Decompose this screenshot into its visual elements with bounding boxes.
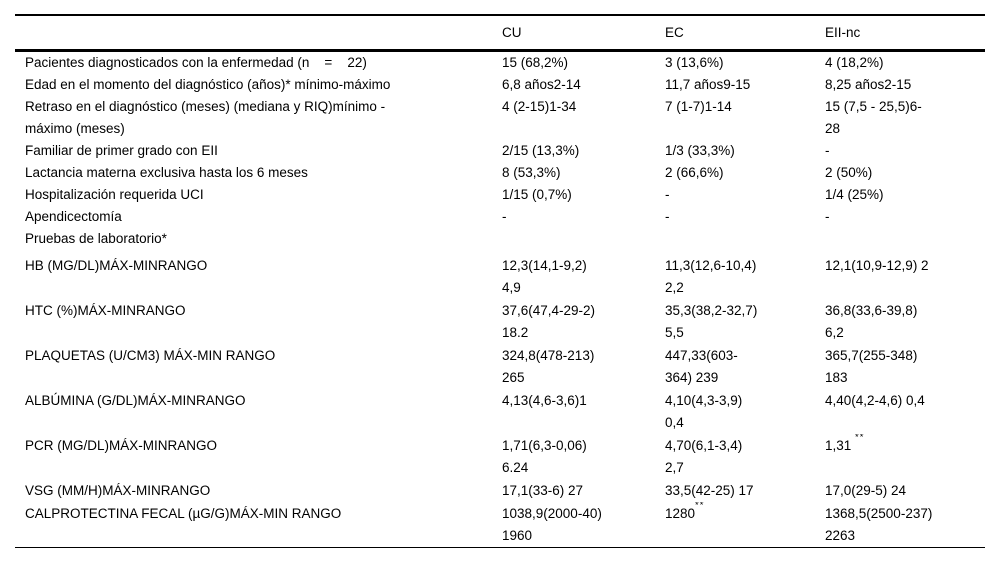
value-cell-cu: 1038,9(2000-40) 1960 [502, 506, 602, 543]
table-row: Retraso en el diagnóstico (meses) (media… [15, 96, 985, 140]
value-cell-ec: 4,10(4,3-3,9) 0,4 [665, 393, 743, 430]
value-cell-cu: - [502, 209, 507, 224]
table-row: PCR (MG/DL)MÁX-MINRANGO 1,71(6,3-0,06) 6.… [15, 434, 985, 479]
value-cell-eii_nc: 4 (18,2%) [825, 55, 884, 70]
row-label: Edad en el momento del diagnóstico (años… [25, 77, 391, 92]
row-label: Lactancia materna exclusiva hasta los 6 … [25, 165, 308, 180]
row-label: PCR (MG/DL)MÁX-MINRANGO [25, 438, 217, 453]
row-label: PLAQUETAS (U/CM3) MÁX-MIN RANGO [25, 348, 276, 363]
value-cell-ec: 447,33(603- 364) 239 [665, 348, 738, 385]
row-label: CALPROTECTINA FECAL (µG/G)MÁX-MIN RANGO [25, 506, 342, 521]
value-cell-cu: 12,3(14,1-9,2) 4,9 [502, 258, 587, 295]
value-cell-eii_nc [825, 228, 985, 250]
column-header-eii-nc: EII-nc [825, 15, 985, 52]
paper-table-region: CU EC EII-nc Pacientes diagnosticados con … [15, 14, 985, 548]
value-cell-eii_nc: - [825, 209, 830, 224]
table-row: Familiar de primer grado con EII 2/15 (13… [15, 140, 985, 162]
value-cell-eii_nc: 17,0(29-5) 24 [825, 483, 907, 498]
footnote-marker: ** [855, 434, 865, 443]
patient-characteristics-table: CU EC EII-nc Pacientes diagnosticados con … [15, 14, 985, 548]
value-cell-eii_nc: 1368,5(2500-237) 2263 [825, 506, 933, 543]
value-cell-cu: 1/15 (0,7%) [502, 187, 572, 202]
table-row: Pacientes diagnosticados con la enfermed… [15, 51, 985, 75]
value-cell-cu: 15 (68,2%) [502, 55, 569, 70]
row-label: Retraso en el diagnóstico (meses) (media… [25, 99, 386, 136]
value-cell-cu: 37,6(47,4-29-2) 18.2 [502, 303, 596, 340]
table-row: ALBÚMINA (G/DL)MÁX-MINRANGO 4,13(4,6-3,6)… [15, 389, 985, 434]
value-cell-cu: 4,13(4,6-3,6)1 [502, 393, 587, 408]
value-cell-eii_nc: 15 (7,5 - 25,5)6- 28 [825, 99, 922, 136]
value-cell-eii_nc: 8,25 años2-15 [825, 77, 912, 92]
column-header-cu: CU [502, 15, 665, 52]
row-label: Pruebas de laboratorio* [25, 231, 167, 246]
value-cell-eii_nc: - [825, 143, 830, 158]
value-cell-ec: 2 (66,6%) [665, 165, 724, 180]
row-label: Hospitalización requerida UCI [25, 187, 204, 202]
table-row: Edad en el momento del diagnóstico (años… [15, 74, 985, 96]
value-cell-ec: - [665, 209, 670, 224]
value-cell-ec: 11,7 años9-15 [665, 77, 751, 92]
footnote-marker: ** [695, 502, 705, 511]
value-cell-ec: 1280** [665, 502, 825, 548]
value-cell-cu: 6,8 años2-14 [502, 77, 581, 92]
value-cell-ec: - [665, 187, 670, 202]
table-row: Apendicectomía - - - [15, 206, 985, 228]
row-label: Apendicectomía [25, 209, 122, 224]
table-header-row: CU EC EII-nc [15, 15, 985, 52]
value-cell-eii_nc: 4,40(4,2-4,6) 0,4 [825, 393, 925, 408]
row-label: HB (MG/DL)MÁX-MINRANGO [25, 258, 208, 273]
table-row: Hospitalización requerida UCI 1/15 (0,7%)… [15, 184, 985, 206]
value-cell-eii_nc: 2 (50%) [825, 165, 873, 180]
table-row: PLAQUETAS (U/CM3) MÁX-MIN RANGO 324,8(478… [15, 344, 985, 389]
row-label: VSG (MM/H)MÁX-MINRANGO [25, 483, 211, 498]
table-body: Pacientes diagnosticados con la enfermed… [15, 51, 985, 548]
value-cell-cu: 1,71(6,3-0,06) 6.24 [502, 438, 587, 475]
value-cell-cu: 2/15 (13,3%) [502, 143, 580, 158]
column-header-ec: EC [665, 15, 825, 52]
row-label: HTC (%)MÁX-MINRANGO [25, 303, 186, 318]
value-cell-ec: 35,3(38,2-32,7) 5,5 [665, 303, 758, 340]
row-label: Pacientes diagnosticados con la enfermed… [25, 55, 367, 70]
value-cell-ec: 4,70(6,1-3,4) 2,7 [665, 438, 743, 475]
value-cell-eii_nc: 36,8(33,6-39,8) 6,2 [825, 303, 918, 340]
value-cell-ec: 33,5(42-25) 17 [665, 483, 754, 498]
table-row: VSG (MM/H)MÁX-MINRANGO 17,1(33-6) 27 33,5(… [15, 479, 985, 502]
table-row: HB (MG/DL)MÁX-MINRANGO 12,3(14,1-9,2) 4,9… [15, 250, 985, 299]
value-cell-cu: 17,1(33-6) 27 [502, 483, 584, 498]
value-cell-cu: 8 (53,3%) [502, 165, 561, 180]
table-row: HTC (%)MÁX-MINRANGO 37,6(47,4-29-2) 18.2 3… [15, 299, 985, 344]
value-cell-eii_nc: 1,31 ** [825, 434, 985, 479]
table-header: CU EC EII-nc [15, 15, 985, 52]
value-cell-ec: 3 (13,6%) [665, 55, 724, 70]
value-cell-ec: 1/3 (33,3%) [665, 143, 735, 158]
row-label: ALBÚMINA (G/DL)MÁX-MINRANGO [25, 393, 246, 408]
value-cell-ec [665, 228, 825, 250]
value-cell-cu: 4 (2-15)1-34 [502, 99, 577, 114]
value-cell-eii_nc: 365,7(255-348) 183 [825, 348, 918, 385]
table-row: CALPROTECTINA FECAL (µG/G)MÁX-MIN RANGO 1… [15, 502, 985, 548]
row-label-column-header [15, 15, 502, 52]
table-row: Lactancia materna exclusiva hasta los 6 … [15, 162, 985, 184]
row-label: Familiar de primer grado con EII [25, 143, 218, 158]
value-cell-ec: 11,3(12,6-10,4) 2,2 [665, 258, 757, 295]
value-cell-eii_nc: 12,1(10,9-12,9) 2 [825, 258, 929, 273]
value-cell-cu: 324,8(478-213) 265 [502, 348, 595, 385]
table-row: Pruebas de laboratorio* [15, 228, 985, 250]
value-cell-cu [502, 228, 665, 250]
value-cell-ec: 7 (1-7)1-14 [665, 99, 732, 114]
value-cell-eii_nc: 1/4 (25%) [825, 187, 884, 202]
